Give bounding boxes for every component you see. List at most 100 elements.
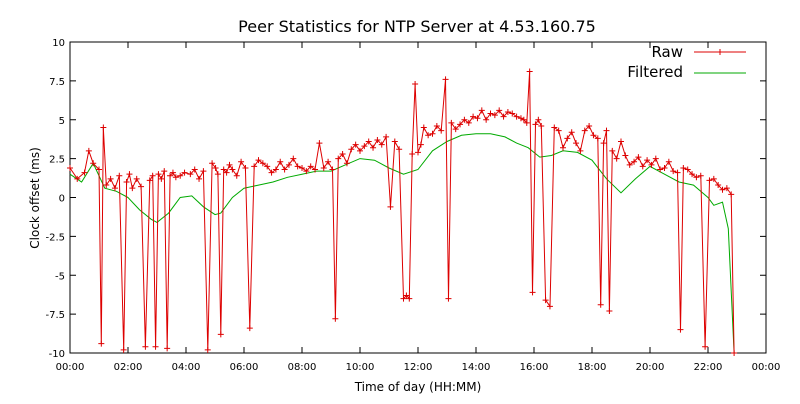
raw-data-point: [259, 160, 266, 167]
raw-data-point: [167, 172, 174, 179]
raw-data-point: [631, 158, 638, 165]
raw-data-point: [412, 80, 419, 87]
raw-data-point: [706, 177, 713, 184]
y-axis: 10 7.5 5 2.5 0 -2.5 -5 -7.5 -10: [45, 38, 766, 360]
raw-data-point: [294, 163, 301, 170]
legend-raw-label: Raw: [651, 43, 683, 61]
raw-data-point: [728, 191, 735, 198]
raw-data-point: [461, 116, 468, 123]
raw-data-point: [483, 116, 490, 123]
raw-data-point: [586, 122, 593, 129]
y-tick-label: 7.5: [49, 77, 65, 88]
raw-data-point: [81, 169, 88, 176]
raw-data-point: [677, 326, 684, 333]
x-tick-label: 16:00: [520, 362, 549, 373]
raw-data-point: [670, 168, 677, 175]
raw-data-point: [120, 346, 127, 353]
raw-data-point: [590, 132, 597, 139]
raw-data-point: [396, 146, 403, 153]
raw-data-point: [526, 68, 533, 75]
raw-data-point: [138, 183, 145, 190]
raw-data-point: [731, 350, 738, 356]
y-tick-label: -5: [55, 271, 65, 282]
raw-data-point: [209, 160, 216, 167]
raw-data-point: [560, 144, 566, 151]
legend-raw-marker: [717, 49, 723, 55]
raw-data-point: [403, 292, 410, 299]
raw-data-point: [513, 113, 520, 120]
raw-data-point: [715, 182, 722, 189]
raw-data-point: [491, 112, 498, 119]
raw-data-point: [290, 155, 297, 162]
raw-data-point: [644, 157, 651, 164]
x-tick-label: 04:00: [172, 362, 201, 373]
y-tick-label: -2.5: [45, 232, 65, 243]
raw-data-point: [264, 163, 271, 170]
raw-data-point: [564, 135, 571, 142]
x-axis-label: Time of day (HH:MM): [354, 380, 482, 394]
raw-data-point: [220, 166, 227, 173]
y-tick-label: -10: [49, 349, 65, 360]
raw-data-point: [281, 166, 288, 173]
raw-data-point: [90, 160, 97, 167]
raw-data-point: [465, 119, 472, 126]
raw-series-line: [69, 71, 735, 354]
raw-data-point: [255, 157, 262, 164]
raw-data-point: [196, 175, 203, 182]
x-tick-label: 00:00: [56, 362, 85, 373]
x-tick-label: 20:00: [636, 362, 665, 373]
raw-data-point: [603, 127, 610, 134]
raw-data-point: [409, 150, 416, 157]
raw-data-point: [169, 169, 176, 176]
raw-data-point: [606, 308, 613, 315]
raw-data-point: [238, 158, 245, 165]
raw-data-point: [400, 295, 407, 302]
raw-data-point: [478, 107, 485, 114]
x-tick-label: 18:00: [578, 362, 607, 373]
raw-data-point: [149, 172, 156, 179]
raw-data-point: [246, 325, 253, 332]
chart-title: Peer Statistics for NTP Server at 4.53.1…: [238, 17, 596, 36]
raw-data-point: [710, 175, 717, 182]
x-tick-label: 14:00: [462, 362, 491, 373]
raw-data-point: [496, 107, 503, 114]
raw-data-point: [142, 343, 149, 350]
raw-data-point: [391, 138, 398, 145]
raw-data-point: [609, 147, 616, 154]
raw-data-point: [357, 147, 363, 154]
filtered-series-line: [69, 133, 735, 354]
raw-data-point: [635, 154, 642, 161]
raw-data-point: [226, 161, 233, 168]
raw-data-point: [316, 140, 323, 147]
raw-data-point: [191, 166, 198, 173]
series-layer: [67, 68, 738, 356]
raw-data-point: [242, 164, 249, 171]
raw-data-point: [285, 161, 292, 168]
raw-data-point: [648, 161, 655, 168]
raw-data-point: [320, 164, 327, 171]
legend: Raw Filtered: [627, 43, 746, 81]
raw-data-point: [680, 164, 687, 171]
raw-data-point: [223, 169, 230, 176]
raw-data-point: [555, 127, 562, 134]
raw-data-point: [158, 175, 165, 182]
raw-data-point: [126, 171, 133, 178]
raw-data-point: [622, 152, 629, 159]
raw-data-point: [204, 346, 211, 353]
raw-data-point: [702, 343, 709, 350]
raw-data-point: [100, 124, 107, 131]
raw-data-point: [361, 143, 368, 150]
raw-data-point: [96, 166, 102, 173]
raw-data-point: [325, 158, 332, 165]
raw-data-point: [674, 169, 681, 176]
raw-data-point: [581, 127, 588, 134]
y-axis-label: Clock offset (ms): [28, 147, 42, 248]
raw-data-point: [387, 203, 394, 210]
raw-data-point: [187, 171, 194, 178]
raw-data-point: [348, 146, 355, 153]
raw-data-point: [312, 166, 319, 173]
raw-data-point: [600, 140, 607, 147]
raw-data-point: [626, 161, 633, 168]
raw-data-point: [538, 122, 545, 129]
raw-data-point: [613, 155, 620, 162]
